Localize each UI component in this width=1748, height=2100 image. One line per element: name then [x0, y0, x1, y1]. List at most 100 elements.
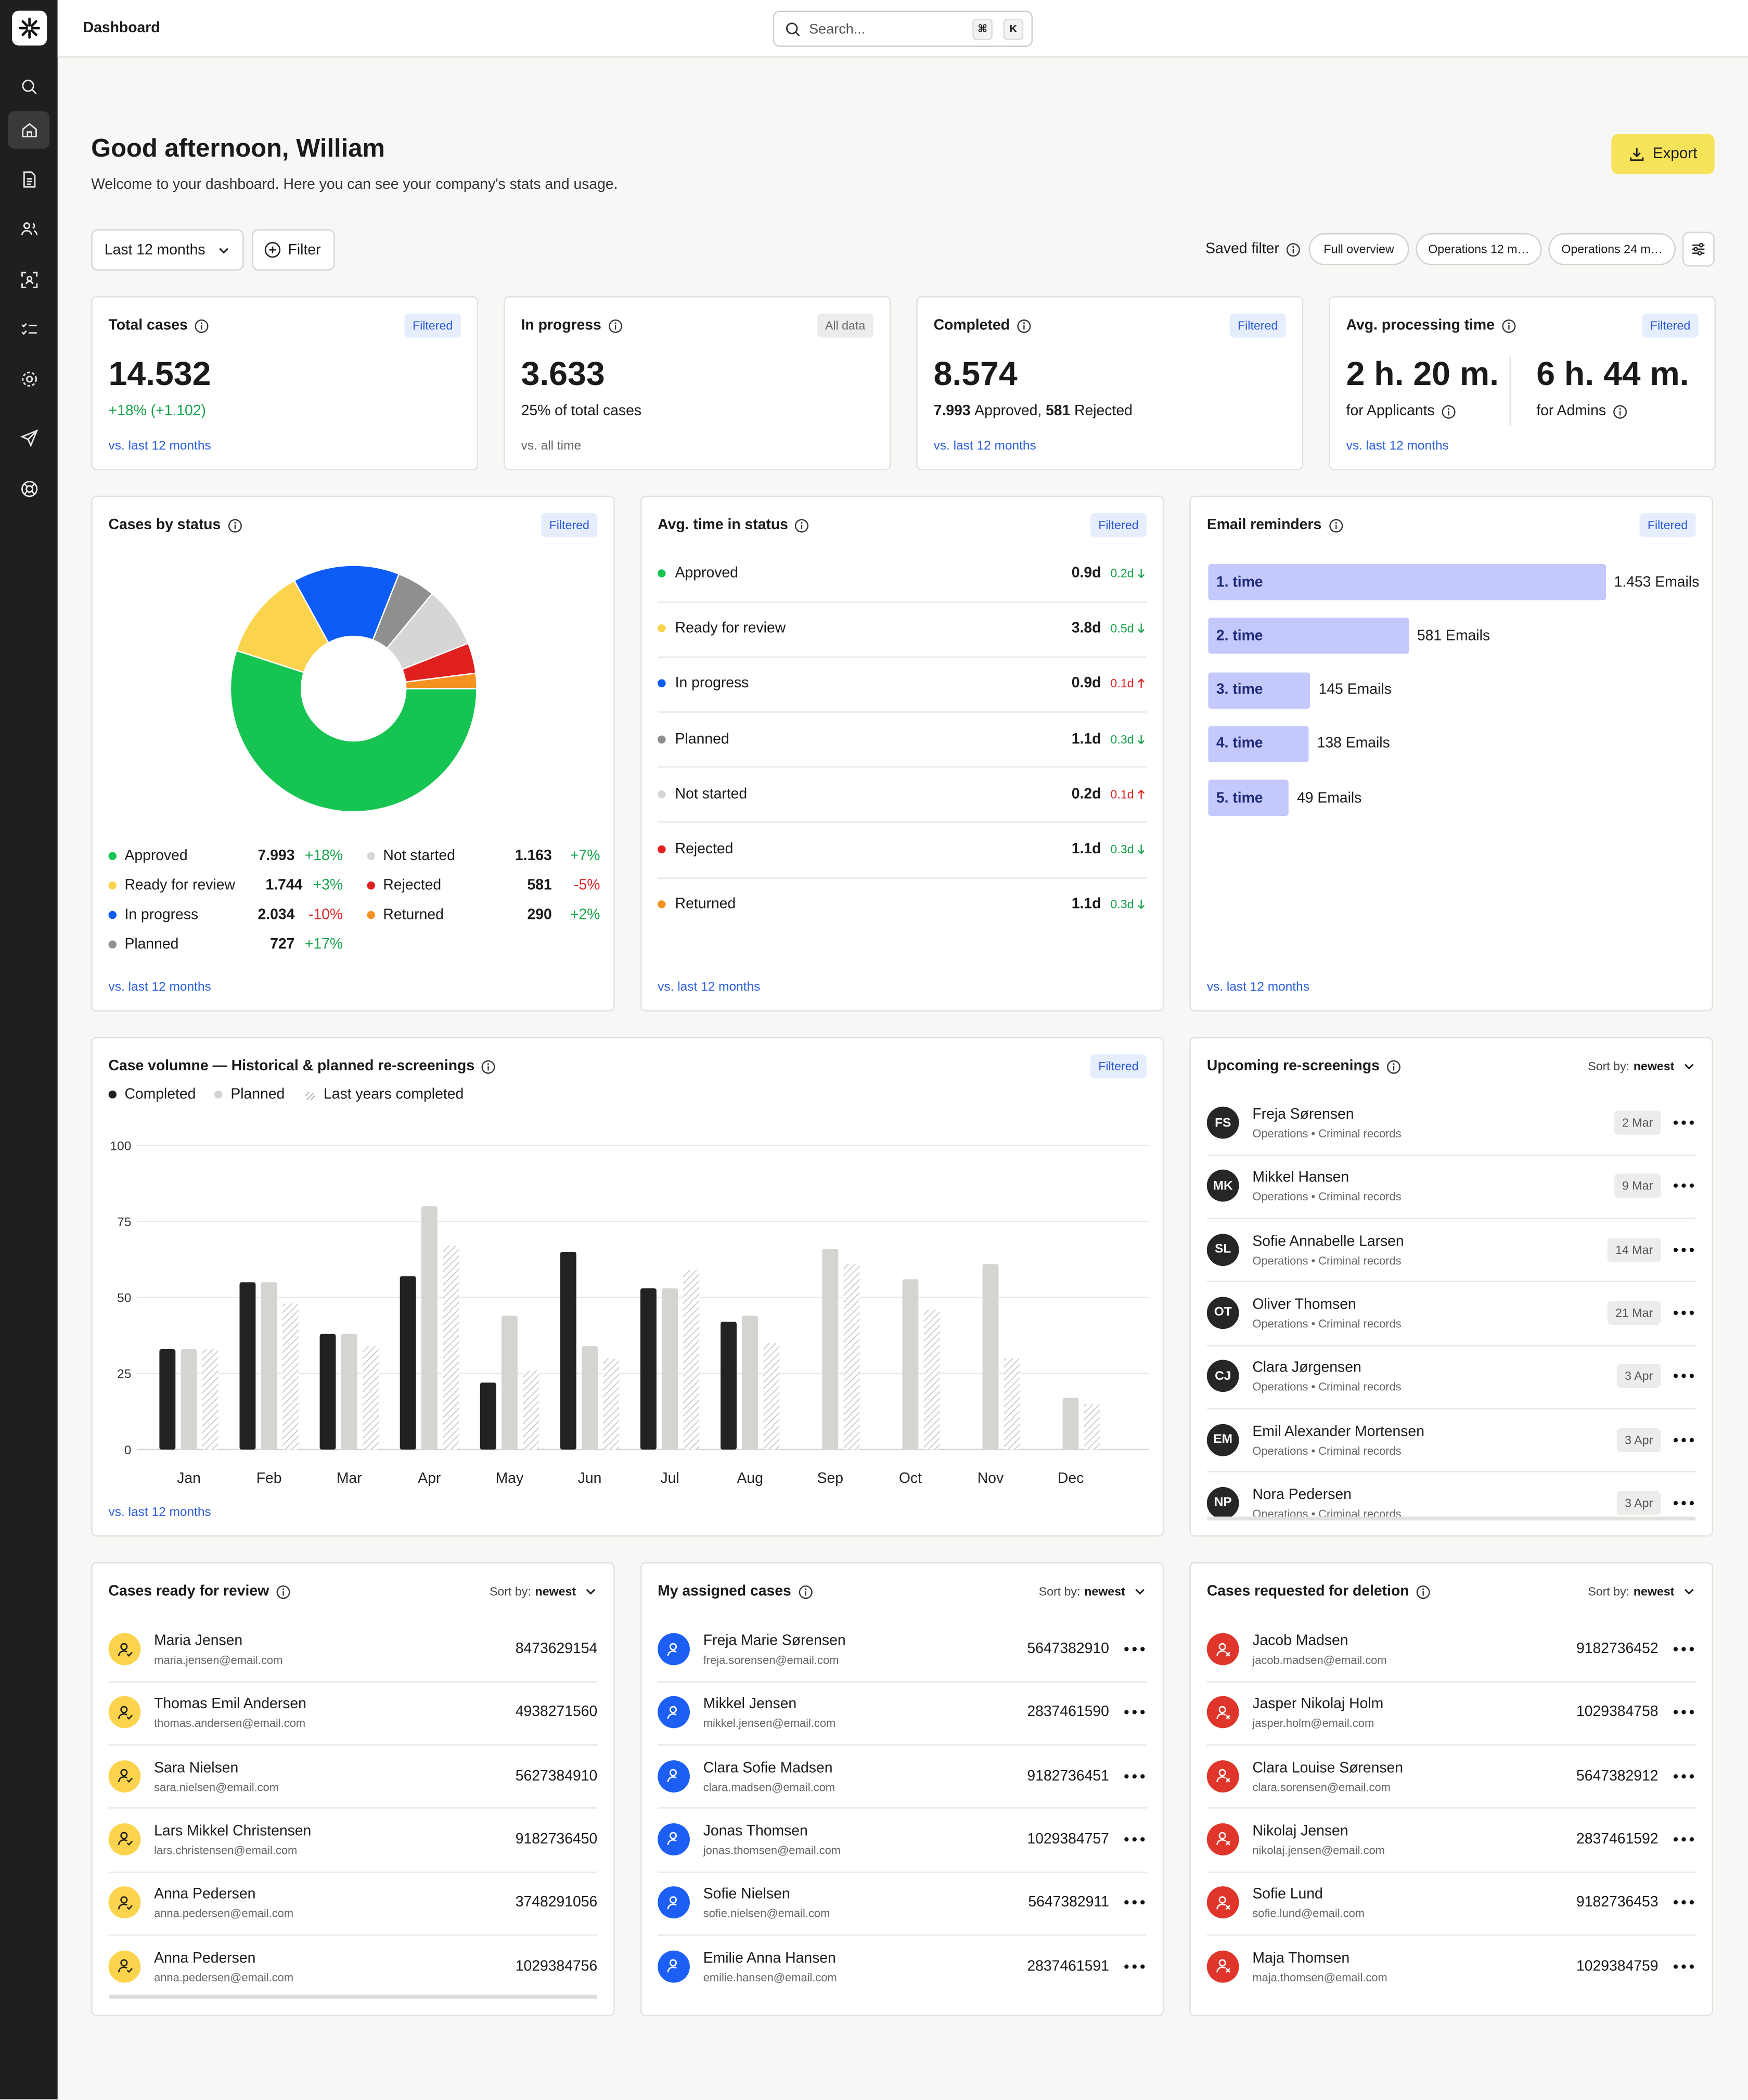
more-button[interactable]	[1673, 1900, 1694, 1905]
filter-button[interactable]: Filter	[252, 229, 335, 271]
cases-by-status-card: Cases by status Filtered Approved 7.993 +18%…	[91, 495, 615, 1011]
search-box[interactable]: Search... ⌘ K	[773, 10, 1033, 47]
row-separator	[658, 1807, 1147, 1809]
logo[interactable]	[12, 10, 47, 46]
icon-shape	[25, 485, 33, 493]
legend-label: Last years completed	[323, 1086, 464, 1103]
person-name: Freja Marie Sørensen	[703, 1633, 846, 1649]
row-separator	[658, 1934, 1147, 1936]
filter-settings-button[interactable]	[1682, 232, 1715, 267]
more-button[interactable]	[1673, 1646, 1694, 1651]
legend-dot	[108, 940, 117, 949]
trend-arrow	[1137, 789, 1145, 800]
legend-dot	[108, 852, 117, 860]
more-button[interactable]	[1124, 1646, 1145, 1651]
export-button[interactable]: Export	[1611, 134, 1715, 174]
more-button[interactable]	[1673, 1120, 1694, 1125]
sort-value: newest	[1633, 1584, 1675, 1598]
icon-shape	[23, 483, 35, 495]
card-footer-link[interactable]: vs. all time	[521, 439, 582, 454]
bar	[1208, 672, 1311, 708]
bar	[202, 1349, 219, 1450]
stat-sub-part: Rejected	[1074, 403, 1133, 419]
icon-shape	[1508, 322, 1510, 324]
saved-filter-pill[interactable]: Full overview	[1308, 233, 1409, 265]
card-footer-link[interactable]: vs. last 12 months	[1346, 439, 1449, 454]
nav-item[interactable]	[8, 261, 49, 299]
chevron	[1682, 1060, 1696, 1073]
icon-shape	[1613, 404, 1627, 418]
icon-shape	[1684, 1589, 1694, 1595]
person-detail: Operations • Criminal records	[1252, 1253, 1402, 1267]
card-footer-link[interactable]: vs. last 12 months	[933, 439, 1036, 454]
sort-control[interactable]: Sort by: newest	[490, 1580, 597, 1604]
sort-control[interactable]: Sort by: newest	[1588, 1054, 1695, 1078]
more-button[interactable]	[1673, 1310, 1694, 1315]
stat-sub: +18% (+1.102)	[109, 403, 206, 419]
more-button[interactable]	[1673, 1247, 1694, 1252]
person-name: Nora Pedersen	[1252, 1487, 1352, 1503]
status-value: 0.9d	[1071, 675, 1101, 692]
case-id: 4938271560	[515, 1704, 598, 1721]
more-button[interactable]	[1673, 1837, 1694, 1842]
sort-control[interactable]: Sort by: newest	[1588, 1580, 1695, 1604]
nav-item[interactable]	[8, 361, 49, 398]
person-name: Anna Pedersen	[154, 1950, 256, 1966]
period-select[interactable]: Last 12 months	[91, 229, 244, 271]
icon-shape	[666, 1966, 676, 1973]
nav-item[interactable]	[8, 210, 49, 248]
card-footer-link[interactable]: vs. last 12 months	[108, 439, 211, 454]
saved-filter-text: Saved filter	[1205, 241, 1279, 258]
card-footer-link[interactable]: vs. last 12 months	[1206, 980, 1309, 995]
nav-item[interactable]	[8, 419, 49, 457]
more-button[interactable]	[1673, 1963, 1694, 1968]
bar	[181, 1349, 197, 1450]
card-footer-link[interactable]: vs. last 12 months	[108, 1505, 211, 1520]
saved-filter-pill[interactable]: Operations 12 m…	[1416, 233, 1542, 265]
saved-filter-pill[interactable]: Operations 24 m…	[1548, 233, 1676, 265]
more-button[interactable]	[1673, 1710, 1694, 1715]
sort-control[interactable]: Sort by: newest	[1039, 1580, 1147, 1604]
icon-shape	[1613, 404, 1627, 418]
badge: Filtered	[1090, 1054, 1147, 1079]
card-footer-link[interactable]: vs. last 12 months	[658, 980, 761, 995]
avatar	[1206, 1823, 1239, 1855]
legend-item: Last years completed	[303, 1086, 464, 1103]
icon-shape	[1673, 1964, 1678, 1968]
more-button[interactable]	[1124, 1900, 1145, 1905]
card-header: Email reminders	[1207, 513, 1343, 537]
nav-item[interactable]	[8, 470, 49, 508]
nav-item[interactable]	[8, 161, 49, 198]
icon-shape	[1225, 1841, 1230, 1846]
divider	[1509, 356, 1511, 426]
icon-shape	[1137, 624, 1144, 634]
row-separator	[658, 711, 1147, 713]
more-button[interactable]	[1673, 1773, 1694, 1778]
person-detail: jacob.madsen@email.com	[1252, 1653, 1387, 1667]
more-button[interactable]	[1124, 1963, 1145, 1968]
more-button[interactable]	[1124, 1710, 1145, 1715]
more-button[interactable]	[1673, 1374, 1694, 1379]
icon-shape	[1689, 1310, 1694, 1315]
info-icon	[1442, 404, 1456, 418]
x-tick-label: May	[496, 1470, 524, 1487]
legend-item: Approved 7.993 +18%	[108, 846, 343, 867]
info-icon	[227, 518, 242, 532]
icon-shape	[228, 518, 242, 532]
icon-shape	[19, 17, 40, 39]
more-button[interactable]	[1673, 1437, 1694, 1442]
more-button[interactable]	[1673, 1183, 1694, 1188]
nav-item[interactable]	[8, 68, 49, 106]
more-button[interactable]	[1124, 1773, 1145, 1778]
card-footer-link[interactable]: vs. last 12 months	[108, 980, 211, 995]
bar	[582, 1346, 598, 1450]
icon-shape	[219, 247, 228, 253]
icon-shape	[1689, 1964, 1694, 1968]
nav-item[interactable]	[8, 311, 49, 348]
more-button[interactable]	[1673, 1500, 1694, 1505]
icon-shape	[117, 1966, 127, 1973]
card-title: Avg. processing time	[1346, 317, 1495, 334]
icon-shape	[1673, 1773, 1678, 1778]
nav-item[interactable]	[8, 111, 50, 149]
more-button[interactable]	[1124, 1837, 1145, 1842]
